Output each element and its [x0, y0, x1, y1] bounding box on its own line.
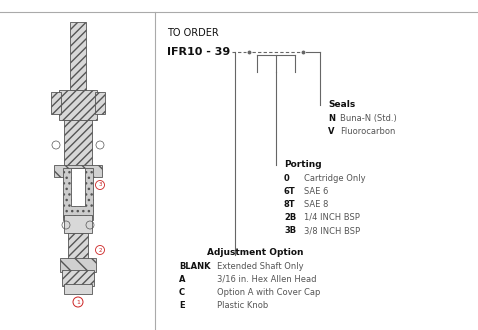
Bar [51, 92, 61, 114]
Bar [68, 233, 88, 261]
Text: Buna-N (Std.): Buna-N (Std.) [340, 114, 397, 123]
Text: 3/16 in. Hex Allen Head: 3/16 in. Hex Allen Head [217, 275, 316, 284]
Text: SAE 6: SAE 6 [304, 187, 328, 196]
Text: Adjustment Option: Adjustment Option [207, 248, 304, 257]
Text: E: E [179, 301, 185, 310]
Text: 3: 3 [98, 182, 102, 187]
Bar [95, 92, 105, 114]
Text: 3B: 3B [284, 226, 296, 235]
Text: A: A [179, 275, 185, 284]
Text: 1/4 INCH BSP: 1/4 INCH BSP [304, 213, 360, 222]
Bar [63, 168, 93, 220]
Bar [64, 215, 92, 233]
Text: 3/8 INCH BSP: 3/8 INCH BSP [304, 226, 360, 235]
Text: 1: 1 [76, 300, 80, 305]
Text: Seals: Seals [328, 100, 355, 109]
Text: Option A with Cover Cap: Option A with Cover Cap [217, 288, 320, 297]
Bar [60, 258, 96, 272]
Text: SAE 8: SAE 8 [304, 200, 328, 209]
Text: 0: 0 [284, 174, 290, 183]
Text: BLANK: BLANK [179, 262, 210, 271]
Text: 2B: 2B [284, 213, 296, 222]
Text: Cartridge Only: Cartridge Only [304, 174, 366, 183]
Bar [64, 120, 92, 168]
Bar [64, 284, 92, 294]
Text: Plastic Knob: Plastic Knob [217, 301, 268, 310]
Text: 2: 2 [98, 248, 102, 252]
Text: IFR10 - 39: IFR10 - 39 [167, 47, 230, 57]
Text: Extended Shaft Only: Extended Shaft Only [217, 262, 304, 271]
Text: N: N [328, 114, 335, 123]
Bar [71, 168, 85, 206]
Text: 6T: 6T [284, 187, 296, 196]
Text: C: C [179, 288, 185, 297]
Text: Porting: Porting [284, 160, 322, 169]
Text: V: V [328, 127, 335, 136]
Text: Fluorocarbon: Fluorocarbon [340, 127, 395, 136]
Bar [54, 165, 102, 177]
Text: TO ORDER: TO ORDER [167, 28, 219, 38]
Bar [62, 270, 94, 286]
Text: 8T: 8T [284, 200, 295, 209]
Bar [59, 90, 97, 120]
Bar [70, 22, 86, 90]
